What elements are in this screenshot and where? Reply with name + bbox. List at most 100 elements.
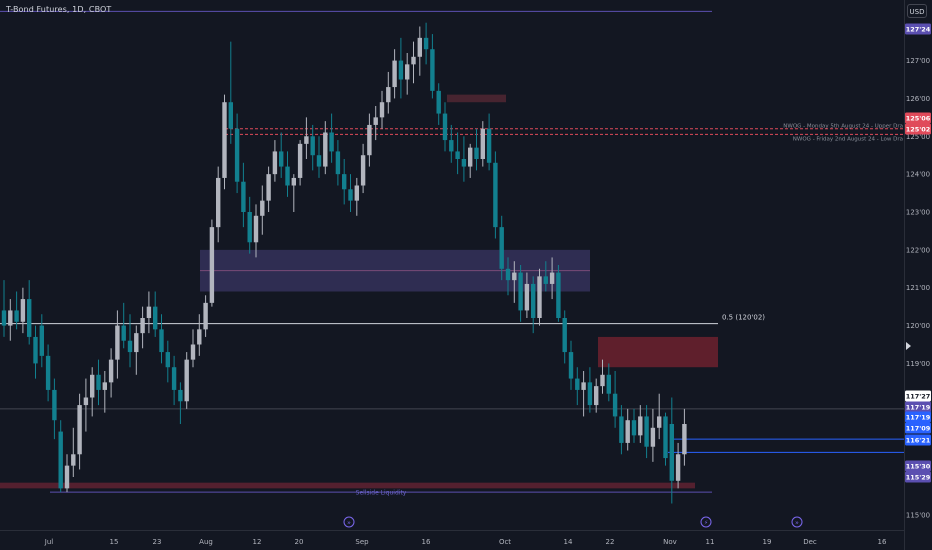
red-box-oct[interactable] bbox=[598, 336, 718, 368]
candle-body bbox=[474, 147, 479, 159]
candle-body bbox=[285, 166, 290, 186]
candle-body bbox=[619, 416, 624, 443]
price-label-box bbox=[905, 401, 931, 413]
candle-body bbox=[486, 128, 492, 163]
candle-body bbox=[549, 272, 555, 284]
candle-body bbox=[449, 140, 454, 152]
price-label-box bbox=[905, 123, 931, 135]
x-tick-label: 11 bbox=[706, 538, 715, 546]
candle-body bbox=[171, 367, 177, 390]
candle-body bbox=[682, 424, 687, 455]
forward-event-icon[interactable] bbox=[343, 516, 355, 528]
candle-body bbox=[606, 374, 611, 394]
candle-body bbox=[373, 117, 378, 125]
nwog-label-lower: NWOG - Friday 2nd August 24 - Low Dra bbox=[793, 136, 903, 142]
candle-body bbox=[64, 465, 70, 489]
candle-body bbox=[159, 329, 164, 353]
chart-title: T-Bond Futures, 1D, CBOT bbox=[6, 5, 112, 14]
candle-body bbox=[644, 416, 649, 447]
candle-body bbox=[203, 302, 208, 330]
x-tick-label: Dec bbox=[803, 538, 817, 546]
candle-body bbox=[228, 102, 233, 129]
candle-body bbox=[266, 174, 271, 201]
x-tick-label: 12 bbox=[253, 538, 262, 546]
price-label-box bbox=[905, 390, 931, 402]
candle-body bbox=[493, 162, 498, 228]
lightning-event-icon[interactable] bbox=[700, 516, 712, 528]
candle-body bbox=[612, 393, 618, 417]
candle-body bbox=[360, 155, 366, 186]
candle-body bbox=[102, 382, 107, 390]
candle-body bbox=[52, 389, 57, 421]
y-tick-label: 127'00 bbox=[906, 57, 930, 65]
candle-body bbox=[594, 386, 599, 406]
candle-body bbox=[568, 352, 574, 379]
candle-body bbox=[442, 113, 448, 141]
candle-body bbox=[335, 151, 341, 175]
candle-body bbox=[543, 276, 548, 284]
scroll-right-arrow-icon[interactable] bbox=[906, 342, 911, 350]
candle-body bbox=[556, 272, 561, 318]
price-axis-separator bbox=[904, 0, 905, 550]
event-icon-glyph: » bbox=[795, 520, 799, 527]
candle-body bbox=[310, 136, 315, 156]
price-label: 115'30 bbox=[906, 463, 931, 471]
forward-event-icon[interactable] bbox=[791, 516, 803, 528]
candle-body bbox=[108, 359, 114, 383]
x-tick-label: 22 bbox=[606, 538, 615, 546]
candle-body bbox=[197, 329, 202, 345]
candle-body bbox=[45, 355, 51, 390]
candle-body bbox=[405, 64, 410, 80]
candle-body bbox=[33, 336, 38, 364]
price-label-box bbox=[905, 434, 931, 446]
x-tick-label: 15 bbox=[110, 538, 119, 546]
candle-body bbox=[537, 276, 542, 318]
candle-body bbox=[272, 151, 278, 175]
candle-body bbox=[323, 132, 328, 167]
price-label-box bbox=[905, 23, 931, 35]
price-label: 125'06 bbox=[906, 115, 931, 123]
candle-body bbox=[260, 200, 265, 216]
candle-body bbox=[575, 378, 580, 390]
price-label-box bbox=[905, 112, 931, 124]
event-icon-glyph: ⚡ bbox=[704, 520, 708, 527]
candle-body bbox=[8, 310, 13, 326]
candle-body bbox=[392, 60, 397, 88]
candle-body bbox=[348, 189, 353, 201]
candle-body bbox=[468, 147, 473, 167]
sellside-liquidity-label: Sellside Liquidity bbox=[356, 490, 407, 497]
y-tick-label: 125'00 bbox=[906, 133, 930, 141]
red-box-sep[interactable] bbox=[447, 94, 506, 103]
candle-body bbox=[216, 177, 221, 228]
y-tick-label: 122'00 bbox=[906, 246, 930, 254]
price-label-box bbox=[905, 422, 931, 434]
candle-body bbox=[1, 310, 7, 326]
candle-body bbox=[499, 227, 504, 269]
candle-body bbox=[184, 359, 189, 402]
y-tick-label: 115'00 bbox=[906, 511, 930, 519]
candle-body bbox=[379, 102, 385, 118]
y-tick-label: 126'00 bbox=[906, 95, 930, 103]
price-label: 125'02 bbox=[906, 126, 931, 134]
candle-body bbox=[247, 212, 252, 243]
candle-body bbox=[524, 283, 530, 311]
red-box-jul[interactable] bbox=[0, 482, 695, 489]
x-tick-label: 20 bbox=[295, 538, 304, 546]
candle-body bbox=[581, 382, 586, 390]
candle-body bbox=[436, 90, 441, 114]
candle-body bbox=[39, 325, 44, 356]
price-label: 117'09 bbox=[906, 425, 931, 433]
candle-body bbox=[423, 37, 429, 50]
candle-body bbox=[562, 318, 567, 353]
candle-body bbox=[631, 420, 637, 436]
candle-body bbox=[279, 151, 284, 167]
candle-body bbox=[165, 352, 170, 368]
currency-button[interactable]: USD bbox=[907, 4, 927, 18]
candle-body bbox=[461, 159, 467, 167]
candle-body bbox=[83, 397, 89, 406]
candle-body bbox=[417, 37, 422, 57]
candle-body bbox=[398, 60, 404, 80]
price-label: 115'29 bbox=[906, 474, 931, 482]
price-label-box bbox=[905, 471, 931, 483]
